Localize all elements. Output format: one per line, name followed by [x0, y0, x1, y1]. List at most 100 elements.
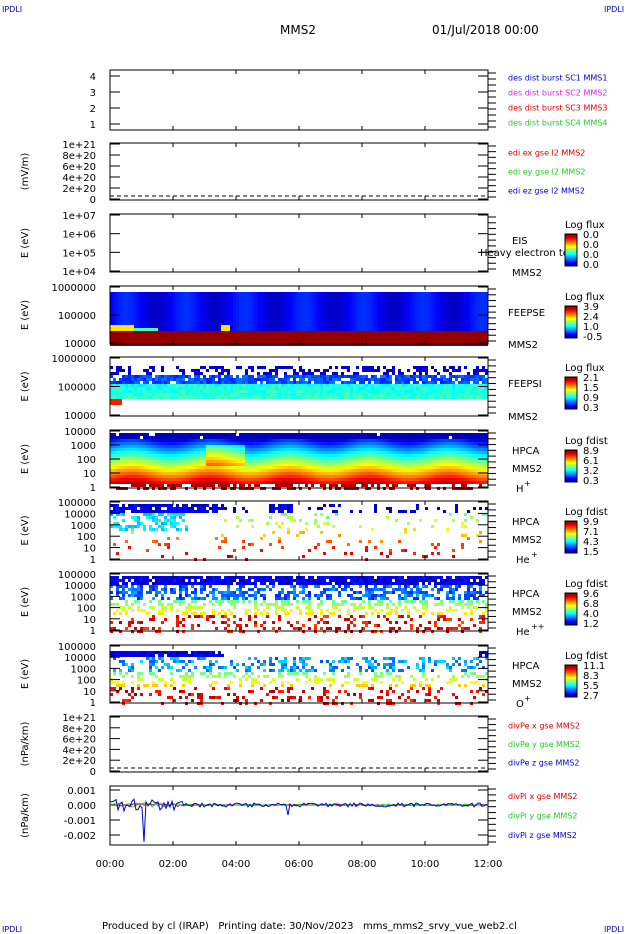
spectrogram-cell	[146, 319, 149, 322]
spectrogram-cell	[431, 340, 434, 343]
spectrogram-cell	[431, 304, 434, 307]
spectrogram-cell	[323, 340, 326, 343]
spectrogram-cell	[350, 328, 353, 331]
spectrogram-cell	[302, 313, 305, 316]
spectrogram-cell	[263, 387, 266, 390]
spectrogram-cell	[311, 439, 314, 442]
spectrogram-cell	[413, 292, 416, 295]
spectrogram-cell	[131, 301, 134, 304]
spectrogram-cell	[437, 337, 440, 340]
spectrogram-cell	[221, 372, 224, 375]
spectrogram-cell	[116, 372, 119, 375]
spectrogram-cell	[392, 454, 395, 457]
spectrogram-cell	[299, 451, 302, 454]
spectrogram-cell	[455, 460, 458, 463]
spectrogram-cell	[398, 381, 401, 384]
spectrogram-cell	[224, 322, 227, 325]
spectrogram-cell	[200, 304, 203, 307]
spectrogram-cell	[359, 433, 362, 436]
spectrogram-cell	[236, 451, 239, 454]
spectrogram-cell	[311, 372, 314, 375]
spectrogram-cell	[425, 328, 428, 331]
spectrogram-cell	[485, 369, 488, 372]
spectrogram-cell	[128, 463, 131, 466]
spectrogram-cell	[113, 436, 116, 439]
spectrogram-cell	[215, 442, 218, 445]
spectrogram-cell	[323, 451, 326, 454]
spectrogram-cell	[335, 316, 338, 319]
spectrogram-cell	[290, 433, 293, 436]
spectrogram-cell	[113, 325, 116, 328]
spectrogram-cell	[386, 304, 389, 307]
spectrogram-cell	[134, 325, 137, 328]
colorbar-value: 0.9	[583, 393, 599, 404]
spectrogram-cell	[245, 301, 248, 304]
spectrogram-cell	[137, 319, 140, 322]
spectrogram-cell	[368, 384, 371, 387]
spectrogram-cell	[194, 319, 197, 322]
spectrogram-cell	[302, 334, 305, 337]
spectrogram-cell	[269, 378, 272, 381]
spectrogram-cell	[458, 313, 461, 316]
spectrogram-cell	[218, 384, 221, 387]
spectrogram-cell	[269, 445, 272, 448]
spectrogram-cell	[290, 384, 293, 387]
spectrogram-cell	[272, 313, 275, 316]
spectrogram-cell	[473, 457, 476, 460]
spectrogram-cell	[287, 457, 290, 460]
spectrogram-cell	[239, 445, 242, 448]
spectrogram-cell	[293, 384, 296, 387]
spectrogram-cell	[380, 340, 383, 343]
spectrogram-cell	[290, 292, 293, 295]
spectrogram-cell	[389, 433, 392, 436]
spectrogram-cell	[266, 328, 269, 331]
spectrogram-cell	[332, 378, 335, 381]
spectrogram-cell	[140, 331, 143, 334]
spectrogram-cell	[143, 310, 146, 313]
spectrogram-cell	[440, 301, 443, 304]
spectrogram-cell	[218, 322, 221, 325]
y-axis-label: E (eV)	[20, 300, 31, 330]
spectrogram-cell	[302, 322, 305, 325]
spectrogram-cell	[248, 387, 251, 390]
spectrogram-cell	[308, 460, 311, 463]
spectrogram-cell	[278, 328, 281, 331]
y-tick-label: 1000000	[51, 283, 96, 294]
spectrogram-cell	[392, 292, 395, 295]
spectrogram-cell	[224, 295, 227, 298]
spectrogram-cell	[344, 298, 347, 301]
spectrogram-cell	[425, 378, 428, 381]
spectrogram-cell	[359, 310, 362, 313]
spectrogram-cell	[263, 340, 266, 343]
spectrogram-cell	[155, 396, 158, 399]
spectrogram-cell	[449, 366, 452, 369]
spectrogram-cell	[164, 301, 167, 304]
spectrogram-cell	[236, 457, 239, 460]
spectrogram-cell	[410, 298, 413, 301]
spectrogram-cell	[224, 448, 227, 451]
spectrogram-cell	[314, 433, 317, 436]
spectrogram-cell	[146, 322, 149, 325]
spectrogram-cell	[470, 331, 473, 334]
spectrogram-cell	[341, 366, 344, 369]
spectrogram-cell	[326, 310, 329, 313]
spectrogram-cell	[227, 448, 230, 451]
spectrogram-cell	[203, 295, 206, 298]
spectrogram-cell	[479, 387, 482, 390]
spectrogram-cell	[485, 393, 488, 396]
spectrogram-cell	[266, 301, 269, 304]
spectrogram-cell	[299, 328, 302, 331]
spectrogram-cell	[191, 304, 194, 307]
spectrogram-cell	[182, 310, 185, 313]
spectrogram-cell	[188, 451, 191, 454]
spectrogram-cell	[263, 436, 266, 439]
spectrogram-cell	[131, 433, 134, 436]
spectrogram-cell	[113, 304, 116, 307]
spectrogram-cell	[389, 340, 392, 343]
spectrogram-cell	[386, 369, 389, 372]
spectrogram-cell	[410, 448, 413, 451]
spectrogram-cell	[440, 381, 443, 384]
spectrogram-cell	[110, 325, 113, 328]
spectrogram-cell	[194, 445, 197, 448]
spectrogram-cell	[260, 390, 263, 393]
